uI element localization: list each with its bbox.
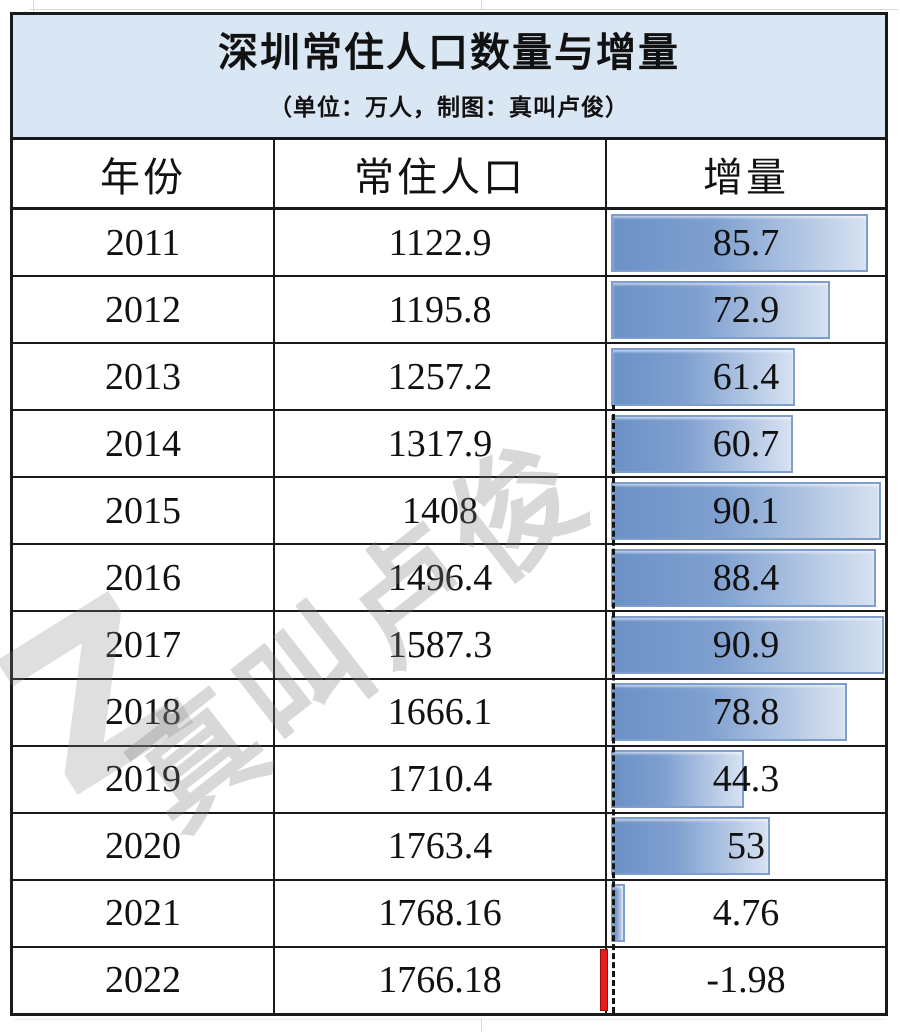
increment-cell: 78.8	[607, 680, 885, 745]
table-row: 2014 1317.9 60.7	[13, 409, 885, 477]
population-cell: 1408	[275, 478, 607, 544]
increment-cell: 85.7	[607, 210, 885, 275]
increment-bar	[611, 280, 830, 339]
spreadsheet-gridline	[30, 9, 898, 10]
increment-value: -1.98	[706, 959, 786, 1002]
table-body: 2011 1122.9 85.7 2012 1195.8 72.9 2013 1…	[13, 210, 885, 1013]
year-cell: 2018	[13, 679, 275, 745]
increment-value: 61.4	[712, 355, 780, 398]
population-cell: 1317.9	[275, 411, 607, 477]
increment-bar	[611, 481, 882, 540]
increment-cell: -1.98	[600, 948, 885, 1013]
population-cell: 1766.18	[275, 947, 607, 1013]
table-row: 2012 1195.8 72.9	[13, 275, 885, 343]
table-title-cell: 深圳常住人口数量与增量 （单位：万人，制图：真叫卢俊）	[13, 15, 885, 140]
spreadsheet-gridline	[481, 0, 482, 9]
increment-bar	[611, 683, 848, 742]
year-cell: 2017	[13, 612, 275, 678]
spreadsheet-gridline	[33, 0, 34, 12]
zero-axis-dashed-line	[612, 405, 615, 1013]
population-cell: 1763.4	[275, 813, 607, 879]
increment-cell: 88.4	[607, 545, 885, 610]
population-cell: 1195.8	[275, 277, 607, 343]
table-row: 2015 1408 90.1	[13, 476, 885, 544]
increment-bar	[611, 750, 744, 809]
population-cell: 1768.16	[275, 880, 607, 946]
table-row: 2011 1122.9 85.7	[13, 210, 885, 276]
year-cell: 2013	[13, 344, 275, 410]
column-header-year: 年份	[13, 140, 275, 207]
increment-value: 72.9	[712, 288, 780, 331]
column-header-increment: 增量	[703, 154, 789, 200]
table-subtitle: （单位：万人，制图：真叫卢俊）	[269, 94, 629, 120]
year-cell: 2012	[13, 277, 275, 343]
increment-value: 44.3	[712, 758, 780, 801]
year-cell: 2019	[13, 746, 275, 812]
increment-cell: 44.3	[607, 747, 885, 812]
year-cell: 2021	[13, 880, 275, 946]
increment-value: 88.4	[712, 556, 780, 599]
population-table: 深圳常住人口数量与增量 （单位：万人，制图：真叫卢俊） 年份 常住人口 增量 2…	[10, 12, 888, 1016]
population-cell: 1666.1	[275, 679, 607, 745]
table-row: 2019 1710.4 44.3	[13, 744, 885, 812]
table-row: 2017 1587.3 90.9	[13, 610, 885, 678]
increment-value: 85.7	[712, 221, 780, 264]
increment-cell: 60.7	[607, 411, 885, 476]
population-cell: 1710.4	[275, 746, 607, 812]
year-cell: 2011	[13, 210, 275, 276]
increment-cell: 90.1	[607, 478, 885, 543]
increment-cell: 90.9	[607, 612, 885, 677]
increment-bar	[611, 213, 869, 272]
table-row: 2018 1666.1 78.8	[13, 677, 885, 745]
spreadsheet-gridline	[481, 1018, 482, 1032]
year-cell: 2022	[13, 947, 275, 1013]
increment-bar	[611, 548, 877, 607]
population-cell: 1122.9	[275, 210, 607, 276]
increment-value: 78.8	[712, 691, 780, 734]
table-row: 2021 1768.16 4.76	[13, 878, 885, 946]
year-cell: 2016	[13, 545, 275, 611]
increment-value: 90.1	[712, 489, 780, 532]
spreadsheet-gridline	[14, 1019, 884, 1020]
table-row: 2022 1766.18 -1.98	[13, 945, 885, 1013]
table-row: 2013 1257.2 61.4	[13, 342, 885, 410]
year-cell: 2014	[13, 411, 275, 477]
table-title: 深圳常住人口数量与增量	[218, 29, 680, 75]
increment-bar	[600, 949, 608, 1012]
population-cell: 1257.2	[275, 344, 607, 410]
increment-cell: 61.4	[607, 344, 885, 409]
column-header-population: 常住人口	[275, 140, 607, 207]
increment-cell: 72.9	[607, 277, 885, 342]
table-row: 2020 1763.4 53	[13, 811, 885, 879]
population-cell: 1587.3	[275, 612, 607, 678]
increment-value: 4.76	[712, 892, 780, 935]
table-header-row: 年份 常住人口 增量	[13, 140, 885, 210]
increment-value: 60.7	[712, 422, 780, 465]
increment-bar	[611, 414, 794, 473]
increment-value: 90.9	[712, 624, 780, 666]
increment-cell: 53	[607, 814, 885, 879]
population-cell: 1496.4	[275, 545, 607, 611]
increment-cell: 4.76	[607, 881, 885, 946]
increment-bar	[611, 347, 796, 406]
table-row: 2016 1496.4 88.4	[13, 543, 885, 611]
increment-bar	[611, 817, 770, 876]
increment-bar	[611, 616, 884, 674]
year-cell: 2020	[13, 813, 275, 879]
increment-value: 53	[727, 825, 765, 868]
year-cell: 2015	[13, 478, 275, 544]
